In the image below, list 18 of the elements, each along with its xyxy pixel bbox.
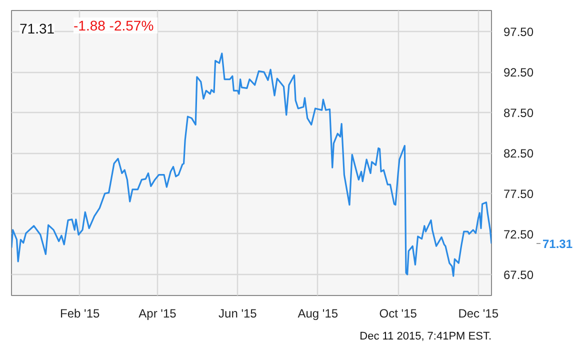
x-tick-label: Jun '15 (218, 306, 258, 320)
x-tick-label: Aug '15 (298, 306, 338, 320)
text: 71.31 (20, 20, 55, 36)
y-tick-label: 97.50 (504, 25, 534, 40)
text: 71.31 (542, 237, 573, 252)
x-tick-label: Apr '15 (138, 306, 177, 320)
y-tick-label: 72.50 (504, 227, 534, 242)
y-tick-label: 87.50 (504, 106, 534, 120)
x-tick-label: Oct '15 (379, 306, 418, 320)
x-tick-label: Dec '15 (458, 306, 499, 320)
y-tick-label: 67.50 (504, 268, 534, 282)
y-tick-label: 77.50 (504, 186, 534, 201)
text: Dec 11 2015, 7:41PM EST. (360, 330, 492, 342)
x-tick-label: Feb '15 (60, 306, 100, 320)
line-series (12, 52, 492, 277)
y-tick-label: 92.50 (504, 66, 534, 80)
y-tick-label: 82.50 (504, 146, 534, 160)
text: -1.88 -2.57% (74, 18, 154, 34)
